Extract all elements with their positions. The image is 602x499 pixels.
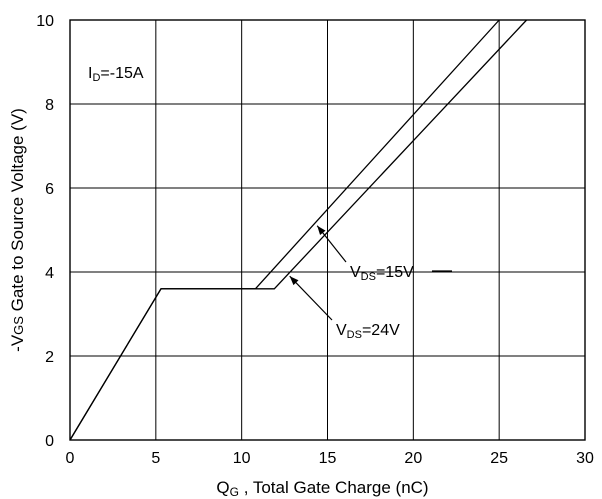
y-tick-label: 0	[45, 433, 54, 450]
x-tick-label: 10	[233, 450, 251, 467]
y-axis-label: -VGS Gate to Source Voltage (V)	[8, 108, 27, 352]
y-tick-label: 6	[45, 181, 54, 198]
condition-label: ID=-15A	[88, 65, 144, 84]
plot-frame	[69, 19, 586, 441]
y-tick-labels: 0 2 4 6 8 10	[36, 13, 54, 450]
series-line	[69, 19, 500, 441]
x-axis-label: QG , Total Gate Charge (nC)	[216, 478, 428, 499]
arrowhead	[317, 225, 326, 236]
x-tick-label: 15	[319, 450, 337, 467]
series-line	[69, 19, 528, 441]
vds-24v-label: VDS=24V	[336, 322, 400, 341]
x-tick-label: 5	[151, 450, 160, 467]
y-tick-label: 4	[45, 265, 54, 282]
y-tick-label: 10	[36, 13, 54, 30]
x-tick-label: 0	[66, 450, 75, 467]
x-tick-label: 20	[404, 450, 422, 467]
x-tick-label: 30	[576, 450, 594, 467]
x-tick-labels: 0 5 10 15 20 25 30	[66, 450, 594, 467]
vds-15v-label: VDS=15V	[350, 264, 414, 283]
y-tick-label: 2	[45, 349, 54, 366]
x-tick-label: 25	[490, 450, 508, 467]
leader-line	[289, 275, 333, 321]
annotations: VDS=15V VDS=24V	[289, 225, 452, 341]
y-tick-label: 8	[45, 97, 54, 114]
grid-lines	[70, 20, 585, 440]
arrowhead	[289, 276, 299, 286]
series-lines	[69, 19, 528, 441]
